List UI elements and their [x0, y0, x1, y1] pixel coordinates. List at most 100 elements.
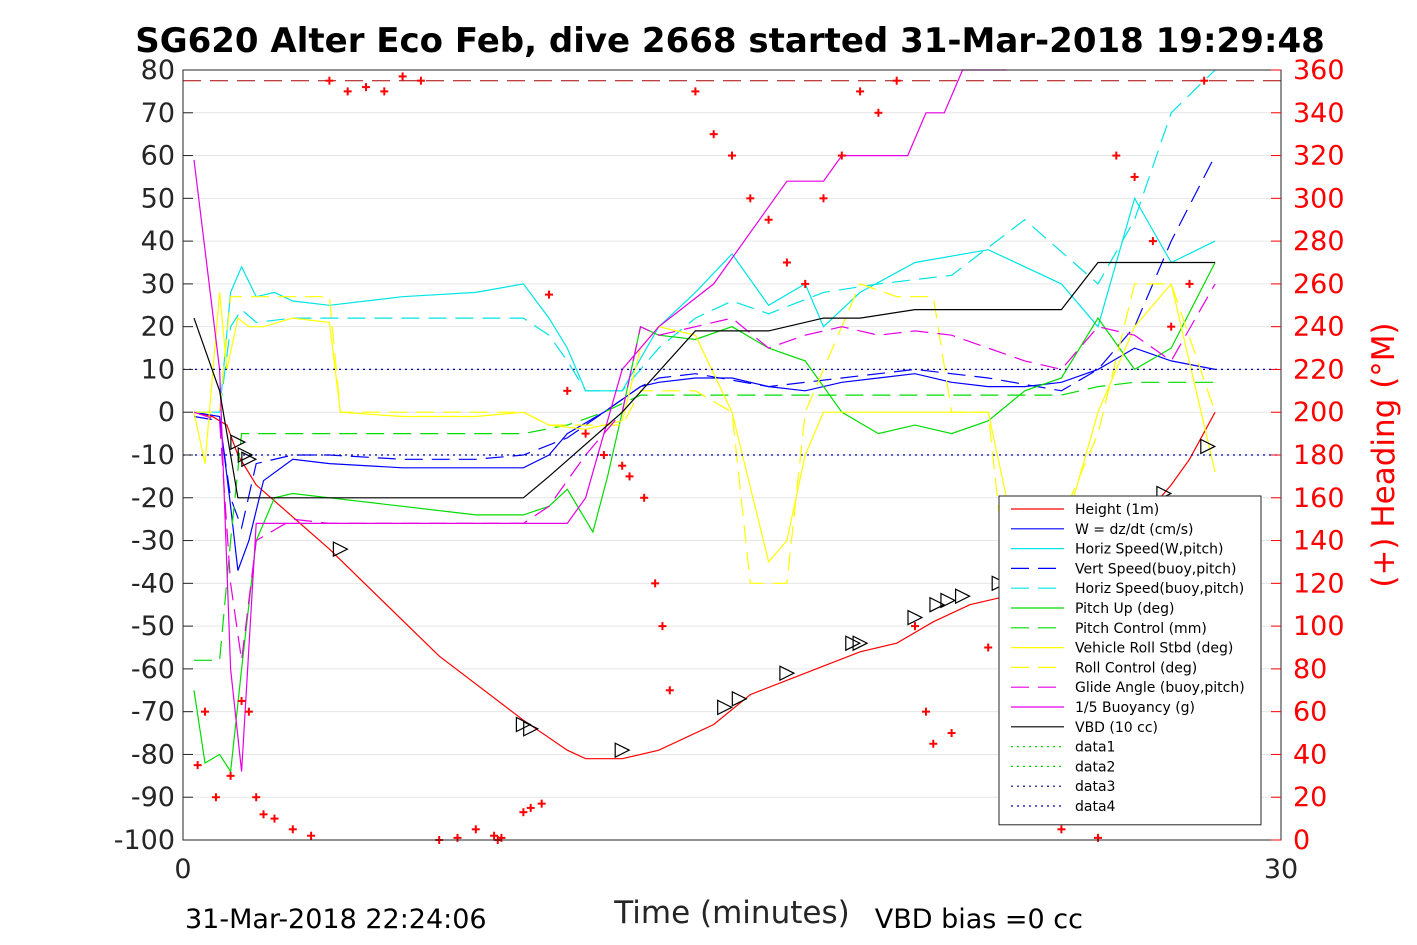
heading-point: [526, 803, 535, 812]
heading-point: [1148, 237, 1157, 246]
heading-point: [837, 151, 846, 160]
heading-point: [1094, 833, 1102, 842]
heading-point: [193, 761, 202, 770]
heading-point: [651, 579, 660, 588]
y-axis-left-ticks: 80 70 60 50 40 30 20 10 0 -10 -20 -30 -40 -50 -60 -70 -8…: [114, 55, 193, 856]
y-right-tick-label: 180: [1293, 440, 1345, 471]
heading-point: [746, 194, 755, 203]
heading-point: [625, 472, 634, 481]
heading-point: [1057, 825, 1066, 834]
legend-label: data2: [1075, 759, 1115, 775]
heading-point: [764, 215, 773, 224]
legend-label: W = dz/dt (cm/s): [1075, 522, 1194, 538]
event-marker: [929, 596, 946, 613]
heading-point: [984, 643, 993, 652]
y-right-tick-label: 340: [1293, 98, 1345, 129]
heading-point: [782, 258, 791, 267]
y-tick-label: -60: [131, 654, 175, 685]
y-tick-label: -30: [131, 526, 175, 557]
footer-vbd-bias: VBD bias =0 cc: [875, 904, 1083, 935]
heading-point: [874, 108, 883, 117]
heading-point: [545, 290, 553, 299]
event-marker: [241, 451, 258, 468]
y-tick-label: 50: [141, 183, 175, 214]
y-right-tick-label: 140: [1293, 526, 1345, 557]
heading-point: [497, 833, 506, 842]
heading-point: [856, 87, 865, 96]
heading-point: [1167, 322, 1176, 331]
legend-label: Pitch Control (mm): [1075, 621, 1207, 637]
chart-title: SG620 Alter Eco Feb, dive 2668 started 3…: [135, 21, 1325, 61]
series-line-w-dz-dt-cm-s: [193, 347, 1216, 571]
event-marker: [523, 720, 540, 737]
legend-label: VBD (10 cc): [1075, 720, 1158, 736]
y-tick-label: 0: [158, 397, 175, 428]
event-marker: [1200, 438, 1217, 455]
event-marker: [731, 690, 748, 707]
heading-point: [471, 825, 480, 834]
x-axis-label: Time (minutes): [613, 895, 849, 931]
heading-point: [398, 72, 407, 81]
y-tick-label: 40: [141, 226, 175, 257]
heading-point: [1185, 279, 1194, 288]
heading-point: [453, 833, 462, 842]
footer-timestamp: 31-Mar-2018 22:24:06: [185, 904, 487, 935]
heading-point: [200, 707, 209, 716]
y-tick-label: -40: [131, 568, 175, 599]
heading-point: [691, 87, 700, 96]
event-marker: [332, 541, 349, 558]
y-axis-right-ticks: 3603403203002802602402202001801601401201…: [1271, 55, 1345, 856]
legend-label: 1/5 Buoyancy (g): [1075, 700, 1195, 716]
heading-point: [801, 279, 810, 288]
series-line-horiz-speed-w-pitch: [194, 196, 1216, 413]
y-tick-label: 70: [141, 98, 175, 129]
heading-point: [892, 76, 901, 85]
y-tick-label: 30: [141, 269, 175, 300]
heading-point: [259, 810, 268, 819]
legend-label: data3: [1075, 779, 1115, 795]
y-right-tick-label: 240: [1293, 312, 1345, 343]
y-tick-label: 10: [141, 354, 175, 385]
legend-label: data1: [1075, 740, 1115, 756]
heading-point: [665, 686, 674, 695]
event-marker: [237, 447, 254, 463]
x-tick-label: 30: [1264, 854, 1298, 885]
y-tick-label: -10: [131, 440, 175, 471]
heading-point: [658, 622, 667, 631]
legend-label: Height (1m): [1075, 502, 1159, 518]
heading-point: [537, 799, 546, 808]
event-marker: [940, 592, 957, 609]
heading-point: [252, 793, 261, 802]
legend-label: Horiz Speed(W,pitch): [1075, 542, 1223, 558]
y-right-tick-label: 80: [1293, 654, 1327, 685]
event-marker: [230, 434, 247, 451]
y-right-tick-label: 100: [1293, 611, 1345, 642]
heading-point: [380, 87, 389, 96]
y-right-tick-label: 200: [1293, 397, 1345, 428]
y-right-tick-label: 220: [1293, 354, 1345, 385]
heading-point: [929, 739, 938, 748]
y-tick-label: -50: [131, 611, 175, 642]
x-tick-label: 0: [174, 854, 191, 885]
event-marker: [779, 665, 796, 682]
series-line-glide-angle-buoy-pitch: [193, 283, 1216, 661]
heading-point: [211, 793, 220, 802]
heading-point: [599, 451, 608, 459]
heading-point: [921, 707, 930, 716]
event-marker: [907, 609, 924, 626]
heading-point: [1200, 76, 1209, 85]
legend-box: [998, 495, 1262, 826]
heading-point: [343, 87, 352, 96]
event-marker: [954, 588, 971, 605]
heading-point: [911, 622, 919, 631]
heading-point: [237, 696, 246, 705]
y-right-tick-label: 120: [1293, 568, 1345, 599]
heading-point: [288, 825, 297, 834]
y-tick-label: -20: [131, 483, 175, 514]
heading-point: [947, 729, 956, 738]
y-right-tick-label: 320: [1293, 141, 1345, 172]
y-right-tick-label: 280: [1293, 226, 1345, 257]
y-tick-label: -80: [131, 739, 175, 770]
y-right-tick-label: 60: [1293, 697, 1327, 728]
legend-label: Vehicle Roll Stbd (deg): [1075, 641, 1233, 657]
